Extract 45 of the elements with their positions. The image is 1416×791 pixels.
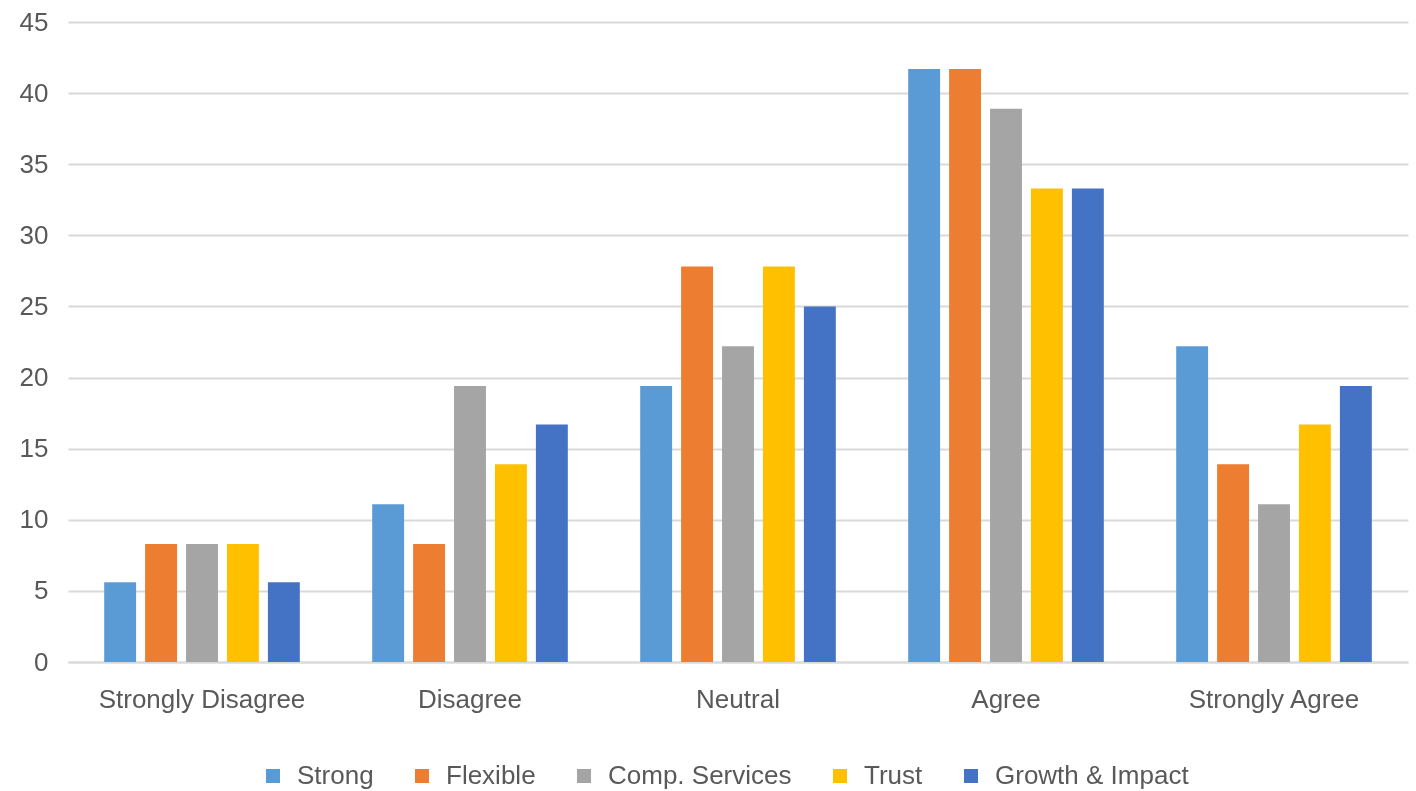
x-tick-label: Agree	[971, 683, 1041, 714]
bar	[413, 543, 446, 662]
x-tick-label: Strongly Agree	[1188, 683, 1360, 714]
bar	[535, 424, 568, 662]
bar	[267, 582, 300, 662]
y-tick-label: 10	[19, 504, 49, 535]
y-tick-label: 35	[19, 148, 49, 179]
bar	[1258, 504, 1290, 662]
legend-label: Strong	[297, 760, 374, 790]
bar	[145, 543, 178, 662]
bar	[949, 68, 982, 662]
bar	[1176, 346, 1209, 662]
legend-label: Flexible	[446, 760, 536, 790]
x-tick-label: Strongly Disagree	[98, 683, 306, 714]
bar	[1298, 424, 1331, 662]
bar	[1339, 386, 1372, 662]
y-tick-label: 25	[19, 290, 49, 321]
bar	[803, 306, 836, 662]
bar	[990, 108, 1022, 662]
legend-label: Growth & Impact	[995, 760, 1190, 790]
bar	[494, 464, 527, 662]
x-tick-label: Neutral	[696, 683, 780, 714]
bar	[104, 582, 137, 662]
bar	[722, 346, 754, 662]
bar	[762, 266, 795, 662]
bar	[226, 543, 259, 662]
y-tick-label: 20	[19, 362, 49, 393]
bar	[372, 504, 405, 662]
bar	[908, 68, 941, 662]
bar	[681, 266, 714, 662]
bar	[454, 386, 486, 662]
legend-label: Trust	[864, 760, 924, 790]
y-tick-label: 30	[19, 219, 49, 250]
bar	[1071, 188, 1104, 662]
y-tick-label: 40	[19, 77, 49, 108]
x-tick-label: Disagree	[417, 683, 523, 714]
bar	[1217, 464, 1250, 662]
y-tick-label: 15	[19, 433, 49, 464]
y-tick-label: 45	[19, 6, 49, 37]
bar	[1030, 188, 1063, 662]
bar	[640, 386, 673, 662]
y-tick-label: 0	[34, 646, 49, 677]
bar	[186, 543, 218, 662]
legend-label: Comp. Services	[608, 760, 792, 790]
y-tick-label: 5	[34, 575, 49, 606]
